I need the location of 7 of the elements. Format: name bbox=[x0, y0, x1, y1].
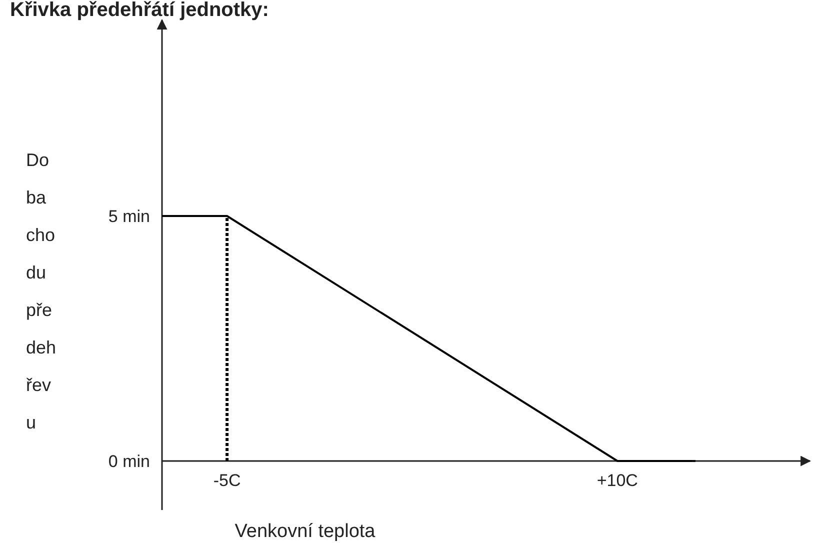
chart-title: Křivka předehřátí jednotky: bbox=[10, 0, 269, 21]
y-axis-title: Doba chodu předehřevu bbox=[26, 150, 56, 432]
x-tick-label: -5C bbox=[213, 471, 241, 490]
x-tick-label: +10C bbox=[596, 471, 638, 490]
x-axis-title: Venkovní teplota bbox=[234, 521, 376, 542]
y-tick-label: 0 min bbox=[108, 452, 150, 471]
y-tick-label: 5 min bbox=[108, 207, 150, 226]
